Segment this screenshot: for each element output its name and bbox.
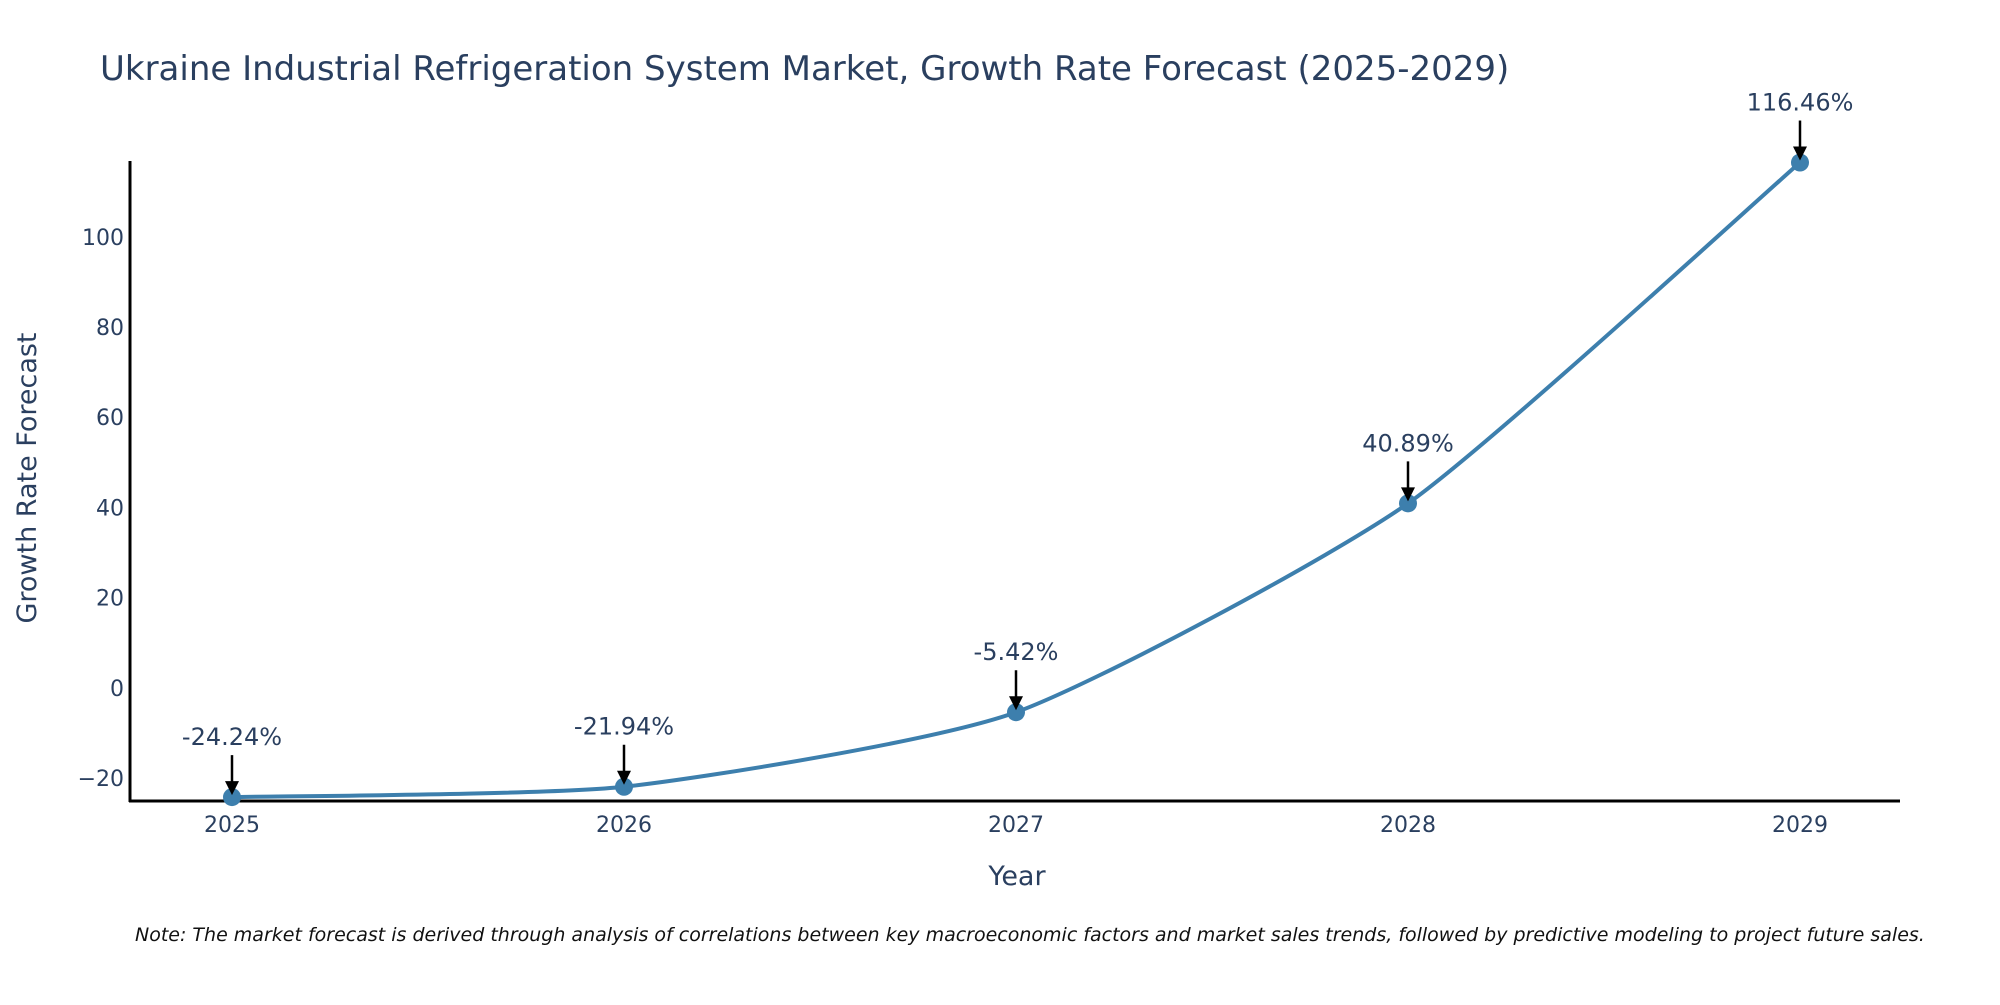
annotation-arrow-head [617, 770, 631, 785]
x-axis-title: Year [987, 861, 1046, 892]
series-line [231, 161, 1802, 800]
x-tick-label: 2027 [988, 813, 1044, 838]
data-label: 116.46% [1747, 89, 1854, 117]
annotation-arrow-head [225, 781, 239, 796]
x-tick-label: 2026 [596, 813, 652, 838]
data-point [1007, 703, 1025, 722]
chart-title: Ukraine Industrial Refrigeration System … [100, 49, 1509, 89]
data-point [615, 777, 633, 796]
y-tick-label: 0 [110, 677, 124, 702]
y-tick-label: 80 [96, 316, 124, 341]
annotation-arrow-head [1009, 696, 1023, 711]
y-axis: −20 0 20 40 60 80 100 [78, 161, 132, 802]
y-tick-label: 100 [82, 226, 124, 251]
annotation-arrow-head [1401, 487, 1415, 502]
data-label: -5.42% [974, 638, 1059, 666]
data-label: 40.89% [1362, 429, 1454, 457]
data-point [1791, 153, 1809, 172]
annotation-arrow-head [1793, 146, 1807, 161]
y-axis-title: Growth Rate Forecast [12, 332, 43, 623]
data-label: -24.24% [182, 723, 282, 751]
y-tick-label: 40 [96, 496, 124, 521]
y-tick-label: 20 [96, 587, 124, 612]
x-tick-label: 2029 [1772, 813, 1828, 838]
plot-area: -24.24% -21.94% -5.42% 40.89% 116.46% [182, 89, 1853, 807]
y-tick-label: 60 [96, 406, 124, 431]
x-axis: 2025 2026 2027 2028 2029 [129, 799, 1900, 838]
data-point [223, 788, 241, 807]
data-point [1399, 494, 1417, 513]
data-label: -21.94% [574, 713, 674, 741]
x-tick-label: 2028 [1380, 813, 1436, 838]
y-tick-label: −20 [78, 767, 124, 792]
footnote: Note: The market forecast is derived thr… [135, 924, 1925, 946]
x-tick-label: 2025 [204, 813, 260, 838]
